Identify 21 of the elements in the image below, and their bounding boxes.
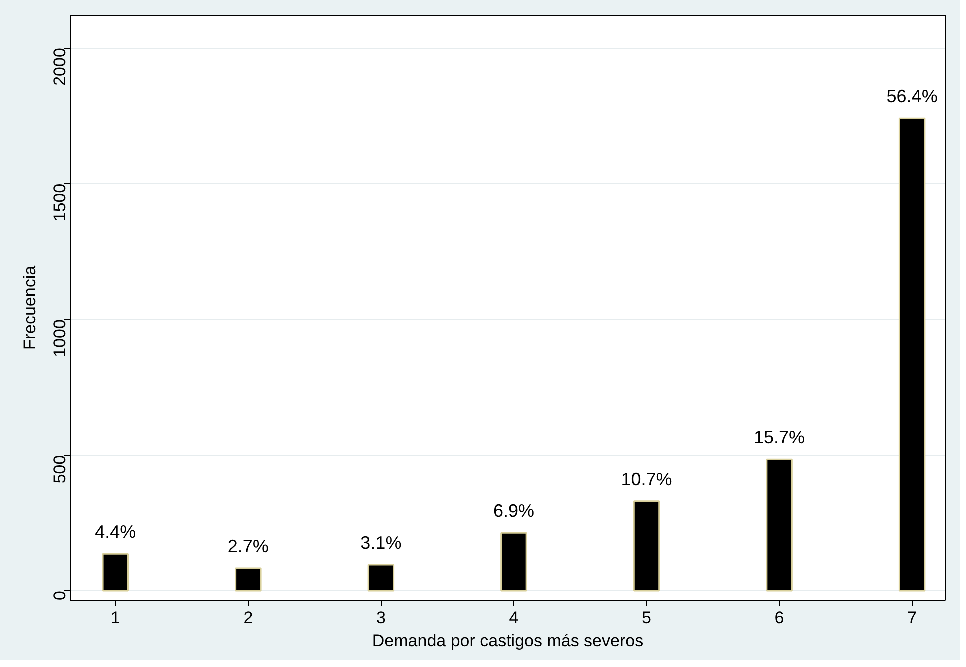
annotation: 56.4% — [886, 86, 938, 107]
y-axis-title: Frecuencia — [20, 265, 40, 350]
x-tick-label: 6 — [774, 608, 784, 628]
y-tick-label: 1500 — [50, 184, 70, 222]
annotation: 4.4% — [95, 522, 136, 542]
annotation: 2.7% — [228, 536, 269, 556]
y-tick-label: 2000 — [50, 48, 70, 86]
x-tick-label: 3 — [376, 608, 386, 628]
annotation: 15.7% — [754, 428, 806, 448]
y-tick-label: 0 — [50, 590, 70, 600]
x-tick-label: 4 — [509, 608, 519, 628]
annotation: 6.9% — [493, 501, 534, 522]
y-tick-label: 500 — [50, 455, 70, 484]
x-tick-label: 1 — [110, 608, 120, 628]
y-tick-label: 1000 — [50, 320, 70, 358]
x-tick-label: 5 — [642, 608, 652, 628]
x-tick-label: 7 — [908, 608, 918, 628]
annotation: 3.1% — [360, 532, 402, 553]
annotation: 10.7% — [621, 469, 672, 490]
x-tick-label: 2 — [244, 608, 254, 628]
x-axis-title: Demanda por castigos más severos — [372, 632, 644, 650]
